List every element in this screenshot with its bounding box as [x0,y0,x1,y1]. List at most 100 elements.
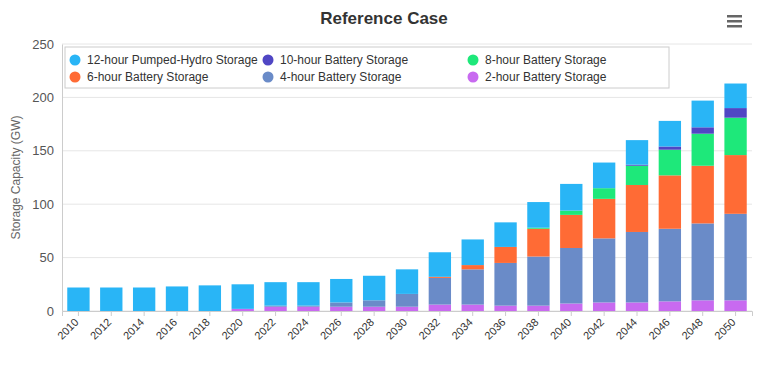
bar-segment[interactable] [593,199,615,239]
bar-segment[interactable] [692,127,714,133]
legend-item[interactable]: 8-hour Battery Storage [468,53,607,67]
bar-segment[interactable] [692,300,714,311]
x-tick-label: 2016 [153,316,179,342]
legend-label[interactable]: 2-hour Battery Storage [485,70,607,84]
bar-segment[interactable] [659,229,681,302]
bar-segment[interactable] [462,305,484,311]
bar-segment[interactable] [363,307,385,311]
bar-segment[interactable] [527,229,549,257]
bar-segment[interactable] [363,300,385,306]
legend-marker[interactable] [468,55,479,66]
bar-segment[interactable] [232,309,254,311]
menu-bar[interactable] [727,25,742,28]
bar-segment[interactable] [560,248,582,304]
x-tick-label: 2020 [219,316,245,342]
legend-marker[interactable] [70,55,81,66]
bar-segment[interactable] [527,306,549,311]
bar-segment[interactable] [593,302,615,311]
bar-segment[interactable] [659,175,681,228]
legend-marker[interactable] [70,72,81,83]
legend-item[interactable]: 2-hour Battery Storage [468,70,607,84]
bar-segment[interactable] [429,278,451,305]
menu-bar[interactable] [727,20,742,23]
bar-segment[interactable] [560,304,582,311]
bar-segment[interactable] [659,150,681,176]
legend-item[interactable]: 10-hour Battery Storage [263,53,409,67]
menu-icon[interactable] [727,15,742,28]
legend-item[interactable]: 12-hour Pumped-Hydro Storage [70,53,259,67]
bar-segment[interactable] [626,232,648,302]
menu-bar[interactable] [727,15,742,18]
legend-marker[interactable] [263,55,274,66]
bar-segment[interactable] [626,140,648,165]
bar-segment[interactable] [659,147,681,150]
bar-segment[interactable] [724,155,746,214]
bar-segment[interactable] [692,223,714,300]
legend-label[interactable]: 10-hour Battery Storage [280,53,408,67]
bar-segment[interactable] [692,101,714,128]
bar-segment[interactable] [626,165,648,166]
bar-segment[interactable] [724,300,746,311]
legend-label[interactable]: 12-hour Pumped-Hydro Storage [87,53,258,67]
bar-segment[interactable] [264,282,286,305]
bar-segment[interactable] [494,306,516,311]
bar-segment[interactable] [593,163,615,189]
bar-segment[interactable] [560,211,582,215]
bar-segment[interactable] [527,202,549,228]
bar-segment[interactable] [626,302,648,311]
bar-segment[interactable] [429,252,451,277]
bar-segment[interactable] [626,185,648,232]
bar-segment[interactable] [396,269,418,294]
bar-segment[interactable] [494,263,516,306]
bar-segment[interactable] [462,265,484,269]
legend-label[interactable]: 6-hour Battery Storage [87,70,209,84]
bar-segment[interactable] [199,285,221,311]
bar-segment[interactable] [527,257,549,306]
bar-segment[interactable] [462,269,484,304]
bar-segment[interactable] [659,301,681,311]
bar-segment[interactable] [626,166,648,185]
x-tick: 2020 [219,311,245,342]
bar-segment[interactable] [724,118,746,155]
bar-segment[interactable] [166,286,188,311]
bar-segment[interactable] [494,222,516,247]
bar-segment[interactable] [462,239,484,265]
bar-segment[interactable] [494,247,516,263]
bar-segment[interactable] [330,279,352,302]
bar-segment[interactable] [659,121,681,147]
bar-segment[interactable] [724,214,746,301]
bar-segment[interactable] [692,134,714,166]
bar-segment[interactable] [593,238,615,302]
legend-marker[interactable] [263,72,274,83]
legend-item[interactable]: 6-hour Battery Storage [70,70,209,84]
bar-segment[interactable] [560,184,582,211]
bar-segment[interactable] [330,302,352,306]
bar-segment[interactable] [297,307,319,311]
bar-segment[interactable] [396,294,418,307]
bar-segment[interactable] [724,84,746,109]
bar-segment[interactable] [527,228,549,229]
bar-segment[interactable] [264,306,286,307]
legend-item[interactable]: 4-hour Battery Storage [263,70,402,84]
bar-segment[interactable] [297,306,319,307]
bar-segment[interactable] [429,277,451,278]
bar-segment[interactable] [297,282,319,305]
bar-segment[interactable] [396,307,418,311]
bar-segment[interactable] [560,215,582,248]
bar-segment[interactable] [593,188,615,199]
bar-segment[interactable] [133,288,155,311]
legend-marker[interactable] [468,72,479,83]
bar-segment[interactable] [692,166,714,224]
bar-segment[interactable] [67,288,89,311]
bar-segment[interactable] [429,305,451,311]
x-tick-label: 2018 [186,316,212,342]
x-tick-mark [604,311,605,316]
bar-segment[interactable] [363,276,385,301]
legend-label[interactable]: 4-hour Battery Storage [280,70,402,84]
legend-label[interactable]: 8-hour Battery Storage [485,53,607,67]
bar-segment[interactable] [100,288,122,311]
bar-segment[interactable] [330,307,352,311]
bar-segment[interactable] [724,108,746,118]
bar-segment[interactable] [264,307,286,311]
bar-segment[interactable] [232,284,254,309]
